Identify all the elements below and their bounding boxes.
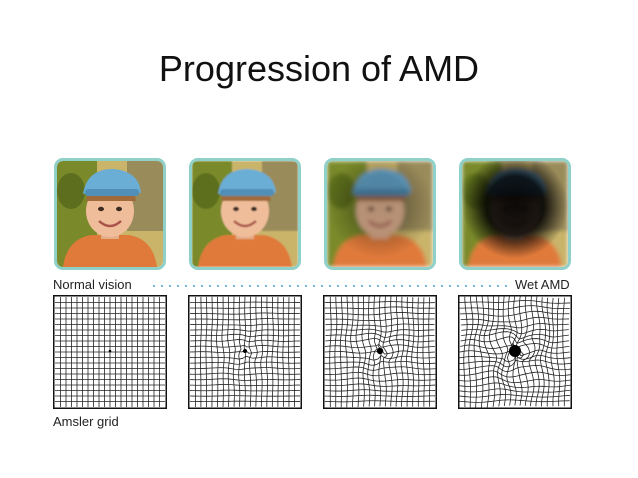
fixation-dot <box>108 349 112 353</box>
amsler-grid-stage-2 <box>188 295 302 409</box>
photo-stage-2 <box>189 158 301 270</box>
baseball-cap <box>83 169 141 194</box>
baseball-cap <box>218 169 276 194</box>
normal-vision-label: Normal vision <box>53 277 132 292</box>
shirt <box>63 235 157 267</box>
fixation-dot <box>243 349 247 353</box>
slide-title: Progression of AMD <box>158 48 480 89</box>
fixation-dot <box>509 345 521 357</box>
shirt <box>198 235 292 267</box>
grid-lines <box>324 296 436 408</box>
central-scotoma <box>462 161 568 267</box>
grid-lines <box>55 297 165 407</box>
photo-stage-3 <box>324 158 436 270</box>
photo-stage-4 <box>459 158 571 270</box>
amsler-grid-stage-4 <box>458 295 572 409</box>
amsler-grid-stage-3 <box>323 295 437 409</box>
fixation-dot <box>376 347 384 355</box>
amsler-grid-stage-1 <box>53 295 167 409</box>
photo-stage-1 <box>54 158 166 270</box>
amsler-grid-caption: Amsler grid <box>53 414 119 429</box>
wet-amd-label: Wet AMD <box>515 277 570 292</box>
progression-dotted-line <box>150 285 510 287</box>
grid-lines <box>459 295 572 408</box>
central-scotoma <box>327 161 433 267</box>
